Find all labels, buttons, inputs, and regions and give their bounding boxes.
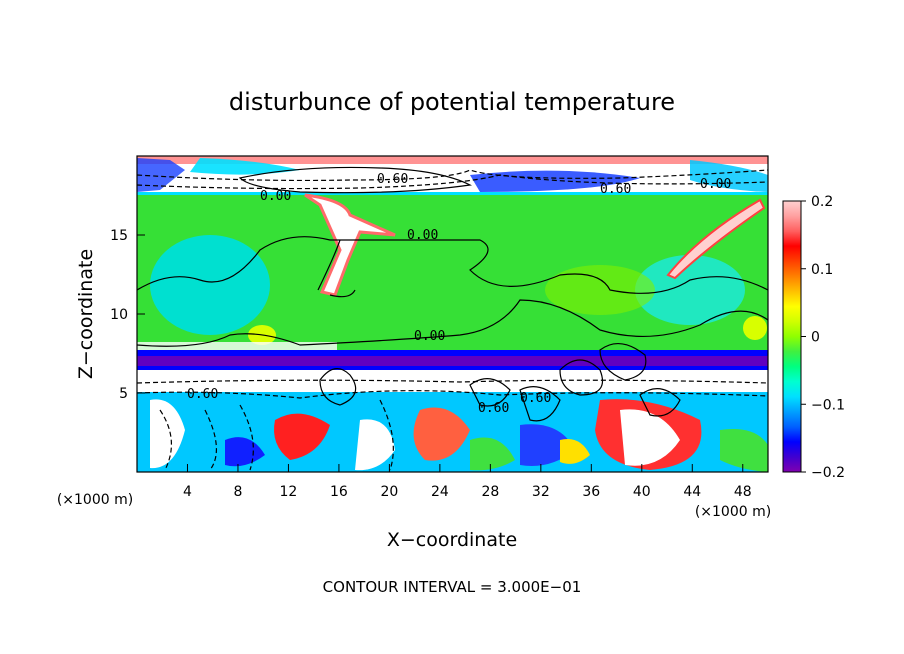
contour-turbulent-1 <box>319 343 681 422</box>
lower-green-1 <box>470 437 515 471</box>
y-tick-label: 5 <box>119 386 128 402</box>
colorbar-tick-label: −0.1 <box>811 397 845 413</box>
lower-white-2 <box>355 419 395 471</box>
colorbar-ticks: −0.2 −0.1 0 0.1 0.2 <box>801 194 845 481</box>
x-tick-label: 16 <box>330 484 348 500</box>
colorbar-fill <box>782 200 802 473</box>
x-tick-label: 24 <box>431 484 449 500</box>
x-axis: 4 8 12 16 20 24 28 32 36 40 44 48 <box>183 464 752 500</box>
colorbar-tick-label: 0.1 <box>811 262 833 278</box>
yellow-patch-right <box>743 316 767 340</box>
lower-white-1 <box>150 399 185 469</box>
white-band <box>137 370 768 392</box>
x-tick-label: 44 <box>683 484 701 500</box>
lower-yellow-1 <box>560 439 590 464</box>
plot-area: 0.60 0.00 0.60 0.00 0.00 0.00 0.60 0.60 … <box>137 156 768 472</box>
x-tick-label: 8 <box>233 484 242 500</box>
lower-blue-1 <box>225 437 265 467</box>
white-band-2 <box>137 342 337 350</box>
x-tick-label: 28 <box>481 484 499 500</box>
contour-top-3 <box>238 166 472 194</box>
lower-white-3 <box>620 409 680 466</box>
top-cyan-patch-2 <box>690 160 768 192</box>
lower-red-1 <box>274 413 330 460</box>
cyan-region-right <box>635 255 745 325</box>
x-tick-label: 32 <box>532 484 550 500</box>
y-axis-label: Z−coordinate <box>75 249 97 379</box>
x-tick-label: 12 <box>280 484 298 500</box>
contour-mid-1 <box>137 379 768 384</box>
contour-zero-lower <box>137 299 768 347</box>
contour-label: 0.60 <box>520 391 551 406</box>
contour-label: 0.60 <box>600 182 631 197</box>
chart-title: disturbunce of potential temperature <box>229 88 675 116</box>
tropopause-cyan-line <box>137 192 768 195</box>
contour-label: 0.60 <box>187 387 218 402</box>
colorbar-tick-label: −0.2 <box>811 465 845 481</box>
contour-top-1 <box>137 169 768 182</box>
x-axis-label: X−coordinate <box>387 529 517 551</box>
colorbar-tick-label: 0 <box>811 330 820 346</box>
contour-low-1 <box>159 399 394 471</box>
y-axis: 5 10 15 <box>110 228 145 402</box>
contour-top-2 <box>137 174 768 190</box>
x-tick-label: 48 <box>734 484 752 500</box>
cyan-region-left <box>150 235 270 335</box>
x-unit-right: (×1000 m) <box>695 504 771 520</box>
contour-labels: 0.60 0.00 0.60 0.00 0.00 0.00 0.60 0.60 … <box>187 172 731 416</box>
x-tick-label: 36 <box>582 484 600 500</box>
y-tick-label: 10 <box>110 307 128 323</box>
contour-label: 0.00 <box>260 189 291 204</box>
y-tick-label: 15 <box>110 228 128 244</box>
contour-label: 0.00 <box>414 329 445 344</box>
contour-interval-note: CONTOUR INTERVAL = 3.000E−01 <box>323 578 582 596</box>
contour-label: 0.00 <box>700 177 731 192</box>
x-tick-label: 20 <box>380 484 398 500</box>
contour-label: 0.00 <box>407 228 438 243</box>
green-patch-mid <box>545 265 655 315</box>
x-tick-label: 4 <box>183 484 192 500</box>
top-cyan-patch <box>190 158 300 175</box>
contour-label: 0.60 <box>377 172 408 187</box>
top-red-band <box>137 156 768 164</box>
colorbar: −0.2 −0.1 0 0.1 0.2 <box>782 194 845 481</box>
purple-band <box>137 356 768 366</box>
x-tick-label: 40 <box>633 484 651 500</box>
x-unit-left: (×1000 m) <box>57 492 133 508</box>
lower-green-2 <box>720 429 768 472</box>
top-blue-patch <box>137 158 185 192</box>
contour-zero-upper <box>137 236 768 294</box>
plume-white <box>304 193 396 297</box>
contour-plume <box>317 239 356 298</box>
plume-right <box>666 198 766 280</box>
contour-lines <box>137 166 768 471</box>
colorbar-tick-label: 0.2 <box>811 194 833 210</box>
lower-red-2 <box>413 407 470 461</box>
contour-label: 0.60 <box>478 401 509 416</box>
